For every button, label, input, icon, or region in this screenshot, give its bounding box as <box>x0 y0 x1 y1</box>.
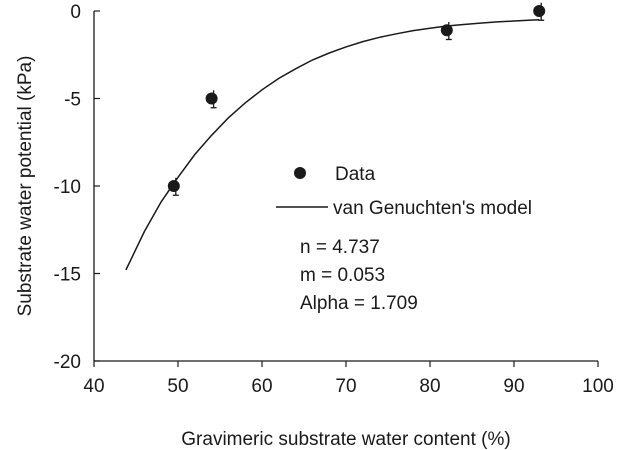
x-tick-label: 100 <box>582 376 614 397</box>
x-axis-title: Gravimeric substrate water content (%) <box>181 429 510 450</box>
x-tick-label: 70 <box>335 376 356 397</box>
param-alpha: Alpha = 1.709 <box>300 293 418 314</box>
legend: Data van Genuchten's model <box>276 164 532 219</box>
data-points-group <box>167 2 546 196</box>
model-curve <box>125 19 540 271</box>
x-tick-label: 40 <box>83 376 104 397</box>
y-axis-title: Substrate water potential (kPa) <box>15 56 36 317</box>
model-curve-group <box>125 19 540 271</box>
data-point <box>440 24 453 37</box>
x-tick-label: 90 <box>503 376 524 397</box>
param-n: n = 4.737 <box>300 237 380 258</box>
data-point <box>205 92 218 105</box>
param-m: m = 0.053 <box>300 265 385 286</box>
data-point <box>167 180 180 192</box>
model-parameters: n = 4.737 m = 0.053 Alpha = 1.709 <box>300 237 418 314</box>
y-tick-label: 0 <box>70 2 81 23</box>
legend-data-label: Data <box>335 164 376 185</box>
y-tick-label: -5 <box>64 90 81 111</box>
legend-model-label: van Genuchten's model <box>333 198 532 219</box>
legend-data-marker <box>294 167 306 179</box>
x-tick-label: 80 <box>419 376 440 397</box>
axis-ticks: 40 50 60 70 80 90 100 0 -5 -10 -15 -20 <box>54 2 614 397</box>
y-tick-label: -15 <box>54 265 81 286</box>
data-point <box>533 5 546 17</box>
x-tick-label: 50 <box>167 376 188 397</box>
y-tick-label: -20 <box>54 352 81 373</box>
x-tick-label: 60 <box>251 376 272 397</box>
y-tick-label: -10 <box>54 177 81 198</box>
